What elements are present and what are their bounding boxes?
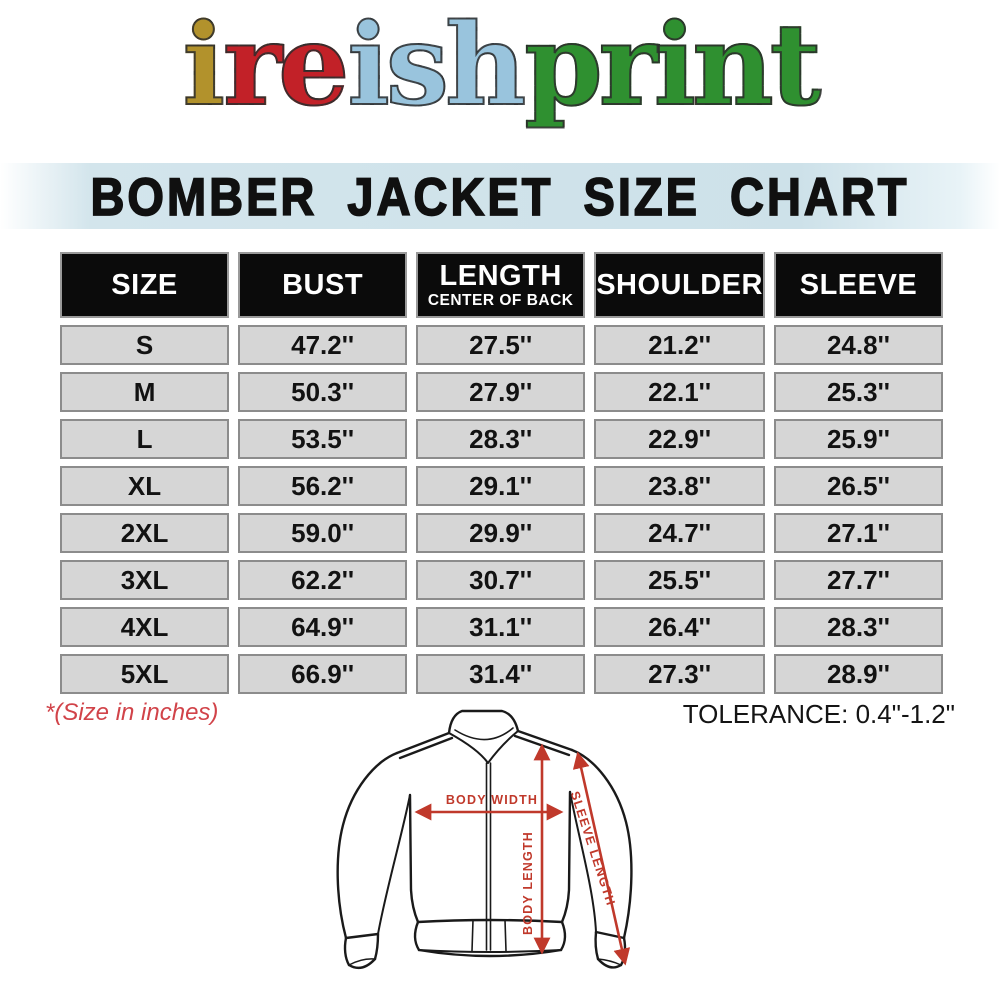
tolerance-note: TOLERANCE: 0.4"-1.2" [682,699,955,729]
size-label-cell: L [60,419,230,459]
column-header-length: LENGTH CENTER OF BACK [416,252,586,318]
page-title: BOMBER JACKET SIZE CHART [90,165,910,226]
size-label-cell: 3XL [60,560,230,600]
table-cell: 25.9'' [773,419,943,459]
sleeve-length-arrow [572,751,631,966]
column-header-shoulder: SHOULDER [594,252,765,318]
column-header-label: SLEEVE [799,268,918,301]
column-header-bust: BUST [238,252,408,318]
table-cell: 29.1'' [416,466,586,506]
size-label-cell: 2XL [60,513,230,553]
column-header-size: SIZE [60,252,230,318]
size-table: SIZE BUST LENGTH CENTER OF BACK SHOULDER… [60,252,943,694]
table-cell: 62.2'' [238,560,408,600]
column-header-label: BUST [282,268,364,301]
size-in-inches-note: *(Size in inches) [45,699,219,726]
column-subheader-label: CENTER OF BACK [427,291,574,309]
table-cell: 47.2'' [238,325,408,365]
size-label-cell: 5XL [60,654,230,694]
table-cell: 28.3'' [773,607,943,647]
title-banner: BOMBER JACKET SIZE CHART [0,163,1000,229]
table-cell: 50.3'' [238,372,408,412]
table-cell: 25.5'' [594,560,765,600]
table-cell: 64.9'' [238,607,408,647]
column-header-label: SHOULDER [596,268,763,301]
table-cell: 28.9'' [773,654,943,694]
table-cell: 29.9'' [416,513,586,553]
table-cell: 26.5'' [773,466,943,506]
table-cell: 59.0'' [238,513,408,553]
table-cell: 22.9'' [594,419,765,459]
table-cell: 56.2'' [238,466,408,506]
table-cell: 26.4'' [594,607,765,647]
table-cell: 24.8'' [773,325,943,365]
table-cell: 22.1'' [594,372,765,412]
measurement-arrows [414,743,631,966]
table-cell: 25.3'' [773,372,943,412]
table-cell: 27.7'' [773,560,943,600]
bomber-jacket-diagram: BODY WIDTH BODY LENGTH SLEEVE LENGTH [330,700,670,1000]
table-cell: 31.4'' [416,654,586,694]
column-header-label: SIZE [111,268,178,301]
size-label-cell: M [60,372,230,412]
size-label-cell: S [60,325,230,365]
brand-logo: ireishprint [0,0,1000,131]
table-cell: 27.3'' [594,654,765,694]
table-cell: 23.8'' [594,466,765,506]
table-cell: 27.5'' [416,325,586,365]
logo-segment-green: print [523,0,822,131]
size-label-cell: XL [60,466,230,506]
column-header-sleeve: SLEEVE [773,252,943,318]
table-cell: 27.1'' [773,513,943,553]
logo-segment-red: re [222,0,350,131]
logo-segment-gold: i [182,0,226,131]
body-width-label: BODY WIDTH [446,793,538,807]
sleeve-length-label: SLEEVE LENGTH [568,790,618,908]
size-label-cell: 4XL [60,607,230,647]
column-header-label: LENGTH [439,259,562,292]
table-cell: 30.7'' [416,560,586,600]
table-cell: 66.9'' [238,654,408,694]
table-cell: 31.1'' [416,607,586,647]
table-cell: 24.7'' [594,513,765,553]
logo-segment-blue: ish [346,0,527,131]
table-cell: 53.5'' [238,419,408,459]
body-length-label: BODY LENGTH [521,831,535,935]
notes-row: *(Size in inches) TOLERANCE: 0.4"-1.2" [45,699,955,730]
table-cell: 28.3'' [416,419,586,459]
table-cell: 27.9'' [416,372,586,412]
table-cell: 21.2'' [594,325,765,365]
